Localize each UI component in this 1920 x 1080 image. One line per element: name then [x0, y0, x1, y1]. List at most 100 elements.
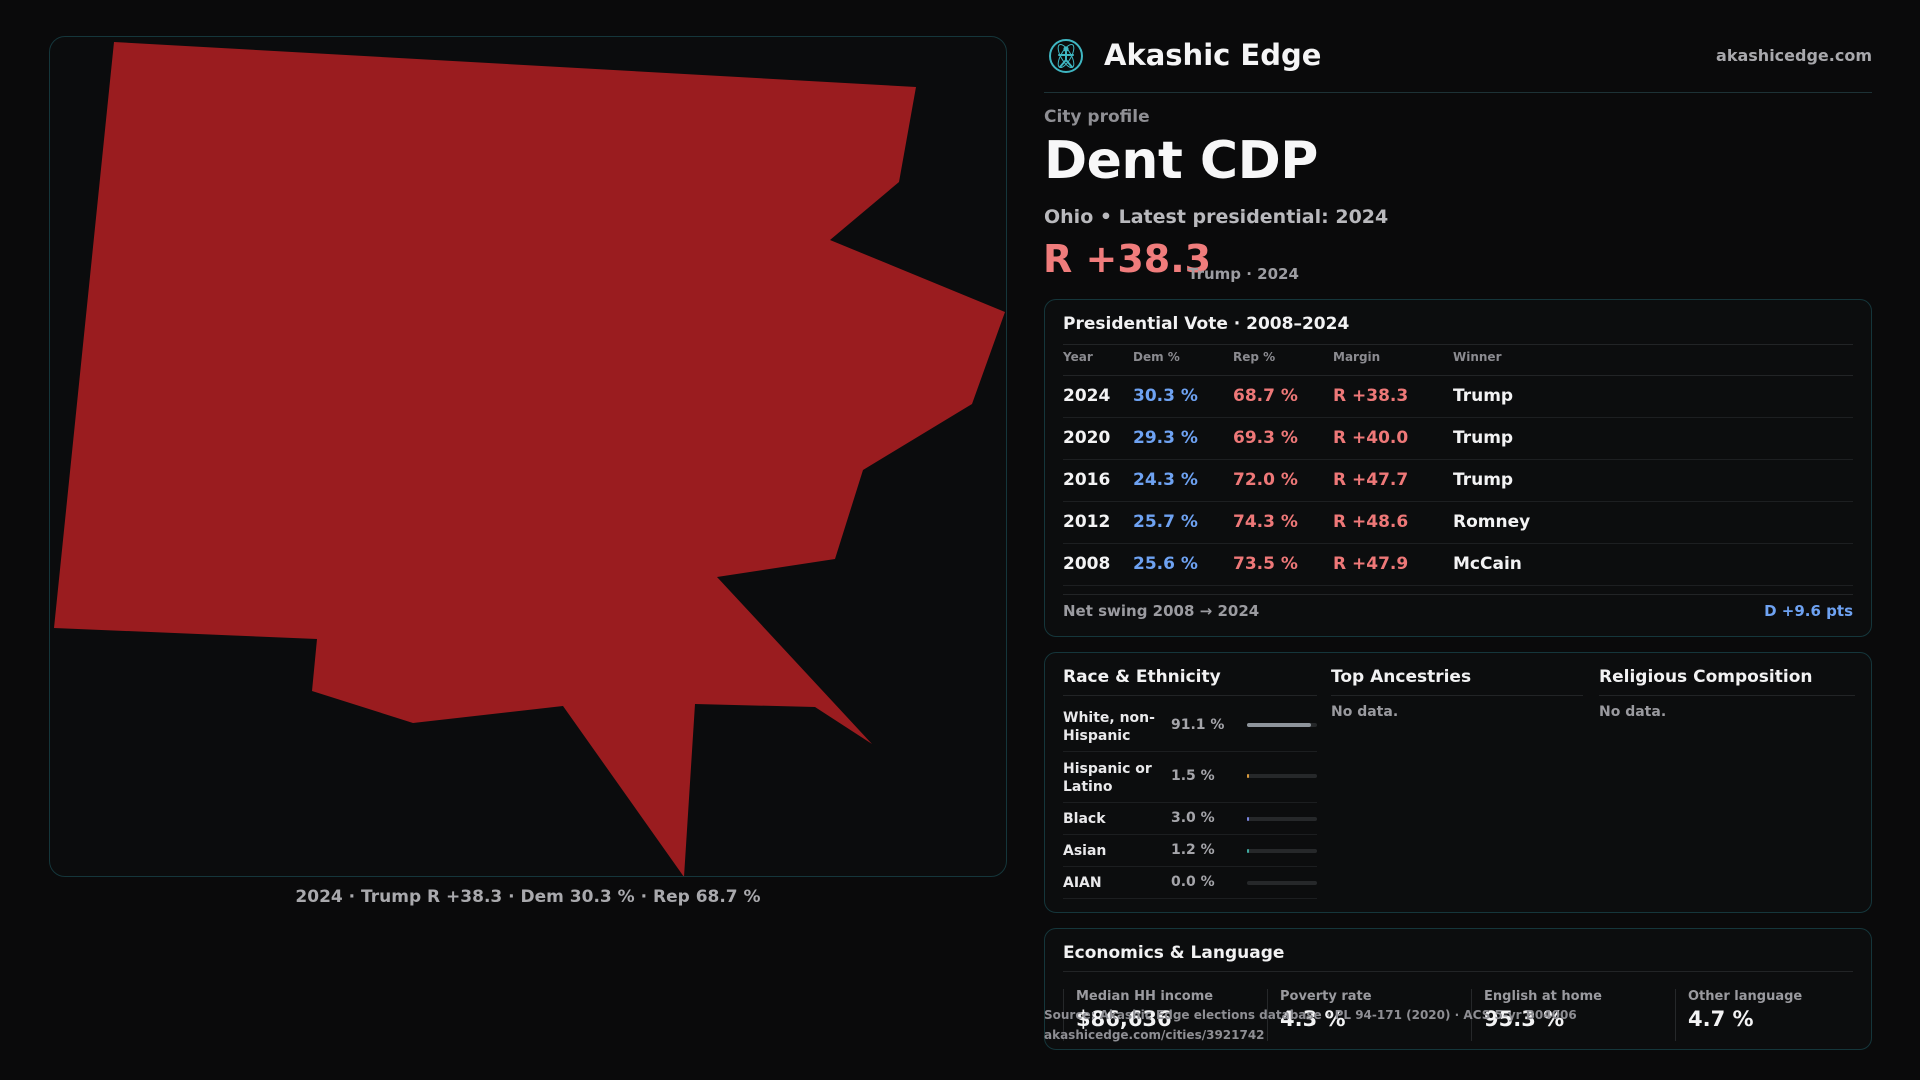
- site-link[interactable]: akashicedge.com: [1716, 46, 1872, 65]
- religion-column: Religious Composition No data.: [1599, 653, 1855, 912]
- cell-rep: 69.3 %: [1233, 428, 1298, 448]
- race-label: Hispanic or Latino: [1063, 761, 1152, 795]
- source-text: Source: Akashic Edge elections database …: [1044, 1008, 1577, 1022]
- cell-margin: R +40.0: [1333, 428, 1409, 448]
- stat-poverty-rate: Poverty rate 4.3 %: [1267, 989, 1471, 1041]
- stat-label: English at home: [1484, 989, 1602, 1004]
- race-bar: [1247, 849, 1317, 853]
- race-bar: [1247, 723, 1317, 727]
- cell-margin: R +38.3: [1333, 386, 1409, 406]
- cell-margin: R +47.7: [1333, 470, 1409, 490]
- page-subtitle: Ohio • Latest presidential: 2024: [1044, 206, 1389, 228]
- divider: [1331, 695, 1583, 696]
- col-header-winner: Winner: [1453, 350, 1502, 364]
- table-row[interactable]: 2020 29.3 % 69.3 % R +40.0 Trump: [1063, 418, 1853, 460]
- race-row-white: White, non-Hispanic 91.1 %: [1063, 703, 1317, 752]
- site-header: Akashic Edge akashicedge.com: [1044, 34, 1872, 93]
- vote-card-title: Presidential Vote · 2008–2024: [1063, 314, 1350, 334]
- divider: [1599, 695, 1855, 696]
- cell-winner: McCain: [1453, 554, 1522, 574]
- cell-winner: Trump: [1453, 428, 1514, 448]
- cell-margin: R +48.6: [1333, 512, 1409, 532]
- ancestry-column: Top Ancestries No data.: [1331, 653, 1593, 912]
- race-pct: 3.0 %: [1171, 810, 1215, 826]
- religion-empty: No data.: [1599, 704, 1667, 720]
- cell-dem: 25.7 %: [1133, 512, 1198, 532]
- source-url[interactable]: akashicedge.com/cities/3921742: [1044, 1028, 1265, 1042]
- cell-winner: Trump: [1453, 470, 1514, 490]
- col-header-year: Year: [1063, 350, 1093, 364]
- race-label: AIAN: [1063, 875, 1102, 891]
- race-bar: [1247, 774, 1317, 778]
- col-header-rep: Rep %: [1233, 350, 1276, 364]
- presidential-vote-card: Presidential Vote · 2008–2024 Year Dem %…: [1044, 299, 1872, 637]
- table-row[interactable]: 2008 25.6 % 73.5 % R +47.9 McCain: [1063, 544, 1853, 586]
- economics-card: Economics & Language Median HH income $8…: [1044, 928, 1872, 1050]
- city-boundary-shape[interactable]: [54, 42, 1005, 877]
- city-map[interactable]: [49, 36, 1007, 877]
- city-boundary-map: [54, 42, 1005, 877]
- ancestry-title: Top Ancestries: [1331, 667, 1472, 687]
- stat-value: 4.7 %: [1688, 1007, 1754, 1031]
- stat-other-language: Other language 4.7 %: [1675, 989, 1855, 1041]
- stat-label: Median HH income: [1076, 989, 1214, 1004]
- latest-margin: R +38.3: [1043, 237, 1212, 281]
- divider: [1063, 695, 1317, 696]
- stat-english-home: English at home 95.3 %: [1471, 989, 1675, 1041]
- race-title: Race & Ethnicity: [1063, 667, 1221, 687]
- cell-year: 2016: [1063, 470, 1111, 490]
- cell-dem: 29.3 %: [1133, 428, 1198, 448]
- source-footer: Source: Akashic Edge elections database …: [1044, 1005, 1577, 1045]
- race-pct: 91.1 %: [1171, 717, 1225, 733]
- race-label: White, non-Hispanic: [1063, 710, 1155, 744]
- stat-label: Poverty rate: [1280, 989, 1372, 1004]
- race-bar: [1247, 817, 1317, 821]
- race-pct: 1.2 %: [1171, 842, 1215, 858]
- atom-figure-icon[interactable]: [1048, 38, 1084, 74]
- ancestry-empty: No data.: [1331, 704, 1399, 720]
- table-row[interactable]: 2012 25.7 % 74.3 % R +48.6 Romney: [1063, 502, 1853, 544]
- race-label: Asian: [1063, 843, 1107, 859]
- religion-title: Religious Composition: [1599, 667, 1813, 687]
- cell-year: 2008: [1063, 554, 1111, 574]
- page-kicker: City profile: [1044, 107, 1150, 127]
- cell-rep: 72.0 %: [1233, 470, 1298, 490]
- race-bar-fill: [1247, 774, 1249, 778]
- race-pct: 1.5 %: [1171, 768, 1215, 784]
- race-pct: 0.0 %: [1171, 874, 1215, 890]
- cell-rep: 74.3 %: [1233, 512, 1298, 532]
- stat-value: 95.3 %: [1484, 1007, 1565, 1031]
- cell-dem: 30.3 %: [1133, 386, 1198, 406]
- race-row-hispanic: Hispanic or Latino 1.5 %: [1063, 753, 1317, 803]
- table-row[interactable]: 2016 24.3 % 72.0 % R +47.7 Trump: [1063, 460, 1853, 502]
- col-header-margin: Margin: [1333, 350, 1381, 364]
- race-ethnicity-column: Race & Ethnicity White, non-Hispanic 91.…: [1045, 653, 1319, 912]
- divider: [1063, 344, 1853, 345]
- map-caption: 2024 · Trump R +38.3 · Dem 30.3 % · Rep …: [295, 887, 761, 907]
- race-bar-fill: [1247, 849, 1249, 853]
- stat-label: Other language: [1688, 989, 1803, 1004]
- divider: [1063, 594, 1853, 595]
- divider: [1063, 971, 1853, 972]
- economics-title: Economics & Language: [1063, 943, 1285, 963]
- table-row[interactable]: 2024 30.3 % 68.7 % R +38.3 Trump: [1063, 376, 1853, 418]
- cell-rep: 68.7 %: [1233, 386, 1298, 406]
- latest-margin-note: Trump · 2024: [1188, 265, 1299, 283]
- cell-dem: 24.3 %: [1133, 470, 1198, 490]
- race-bar-fill: [1247, 817, 1250, 821]
- cell-rep: 73.5 %: [1233, 554, 1298, 574]
- cell-dem: 25.6 %: [1133, 554, 1198, 574]
- race-row-asian: Asian 1.2 %: [1063, 836, 1317, 867]
- stat-value: $86,636: [1076, 1007, 1172, 1031]
- col-header-dem: Dem %: [1133, 350, 1180, 364]
- stat-value: 4.3 %: [1280, 1007, 1346, 1031]
- page-title: Dent CDP: [1044, 131, 1318, 191]
- net-swing-label: Net swing 2008 → 2024: [1063, 602, 1260, 620]
- race-row-black: Black 3.0 %: [1063, 804, 1317, 835]
- cell-year: 2012: [1063, 512, 1111, 532]
- stat-median-income: Median HH income $86,636: [1063, 989, 1267, 1041]
- brand-name[interactable]: Akashic Edge: [1104, 38, 1322, 72]
- race-label: Black: [1063, 811, 1106, 827]
- race-row-aian: AIAN 0.0 %: [1063, 868, 1317, 899]
- cell-margin: R +47.9: [1333, 554, 1409, 574]
